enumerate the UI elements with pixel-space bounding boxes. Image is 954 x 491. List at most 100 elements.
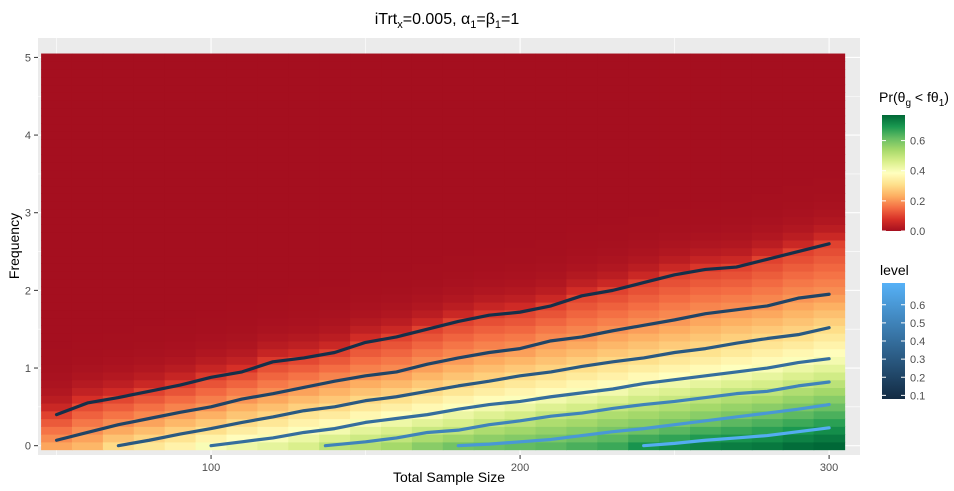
heatmap-tile bbox=[751, 53, 784, 62]
heatmap-tile bbox=[782, 410, 815, 420]
heatmap-tile bbox=[659, 100, 691, 109]
heatmap-tile bbox=[319, 379, 351, 389]
heatmap-tile bbox=[71, 333, 104, 342]
heatmap-tile bbox=[102, 364, 135, 373]
heatmap-tile bbox=[195, 146, 228, 156]
heatmap-tile bbox=[288, 76, 320, 86]
heatmap-tile bbox=[659, 309, 691, 319]
heatmap-tile bbox=[813, 170, 846, 179]
heatmap-tile bbox=[195, 302, 228, 311]
heatmap-tile bbox=[504, 348, 537, 357]
heatmap-tile bbox=[381, 224, 413, 233]
heatmap-tile bbox=[813, 61, 846, 70]
heatmap-tile bbox=[319, 92, 351, 101]
heatmap-tile bbox=[195, 107, 228, 117]
heatmap-tile bbox=[690, 387, 722, 396]
heatmap-tile bbox=[226, 278, 259, 288]
heatmap-tile bbox=[813, 441, 846, 451]
heatmap-tile bbox=[226, 247, 259, 257]
heatmap-tile bbox=[659, 123, 691, 132]
heatmap-tile bbox=[597, 278, 629, 288]
heatmap-tile bbox=[350, 247, 382, 257]
heatmap-tile bbox=[381, 340, 413, 350]
heatmap-tile bbox=[782, 232, 815, 241]
heatmap-tile bbox=[133, 325, 166, 334]
heatmap-tile bbox=[71, 294, 104, 303]
heatmap-tile bbox=[319, 247, 351, 257]
heatmap-tile bbox=[535, 162, 568, 171]
heatmap-tile bbox=[164, 177, 197, 187]
heatmap-tile bbox=[813, 294, 846, 303]
heatmap-tile bbox=[226, 76, 259, 86]
x-tick-label: 300 bbox=[820, 462, 838, 474]
heatmap-tile bbox=[782, 100, 815, 109]
heatmap-tile bbox=[71, 441, 104, 451]
heatmap-tile bbox=[71, 270, 104, 280]
heatmap-tile bbox=[813, 201, 846, 210]
heatmap-tile bbox=[381, 387, 413, 396]
heatmap-tile bbox=[319, 395, 351, 404]
heatmap-tile bbox=[350, 131, 382, 140]
heatmap-tile bbox=[41, 185, 73, 194]
heatmap-tile bbox=[628, 138, 660, 148]
heatmap-tile bbox=[195, 286, 228, 295]
heatmap-tile bbox=[442, 193, 475, 202]
heatmap-tile bbox=[535, 340, 568, 350]
heatmap-tile bbox=[628, 418, 660, 427]
heatmap-tile bbox=[628, 286, 660, 295]
heatmap-tile bbox=[690, 418, 722, 427]
heatmap-tile bbox=[566, 286, 598, 295]
heatmap-tile bbox=[504, 170, 537, 179]
heatmap-tile bbox=[782, 131, 815, 140]
heatmap-tile bbox=[813, 434, 846, 443]
heatmap-tile bbox=[597, 123, 629, 132]
heatmap-tile bbox=[442, 270, 475, 280]
heatmap-tile bbox=[504, 247, 537, 257]
heatmap-tile bbox=[535, 418, 568, 427]
heatmap-tile bbox=[628, 162, 660, 171]
heatmap-tile bbox=[41, 131, 73, 140]
heatmap-tile bbox=[473, 426, 506, 435]
heatmap-tile bbox=[690, 294, 722, 303]
heatmap-tile bbox=[133, 138, 166, 148]
heatmap-tile bbox=[164, 418, 197, 427]
heatmap-tile bbox=[504, 278, 537, 288]
heatmap-tile bbox=[164, 115, 197, 125]
heatmap-tile bbox=[319, 309, 351, 319]
heatmap-tile bbox=[659, 84, 691, 93]
heatmap-tile bbox=[566, 441, 598, 451]
heatmap-tile bbox=[164, 270, 197, 280]
heatmap-tile bbox=[473, 294, 506, 303]
heatmap-tile bbox=[133, 263, 166, 272]
heatmap-tile bbox=[442, 84, 475, 93]
heatmap-tile bbox=[720, 232, 753, 241]
heatmap-tile bbox=[535, 84, 568, 93]
heatmap-tile bbox=[535, 208, 568, 218]
heatmap-tile bbox=[659, 61, 691, 70]
heatmap-tile bbox=[782, 92, 815, 101]
heatmap-tile bbox=[659, 154, 691, 163]
heatmap-tile bbox=[133, 255, 166, 264]
heatmap-tile bbox=[659, 193, 691, 202]
heatmap-tile bbox=[411, 278, 444, 288]
heatmap-tile bbox=[71, 115, 104, 125]
heatmap-tile bbox=[411, 309, 444, 319]
heatmap-tile bbox=[751, 247, 784, 257]
heatmap-tile bbox=[257, 239, 289, 249]
heatmap-tile bbox=[659, 294, 691, 303]
heatmap-tile bbox=[102, 333, 135, 342]
heatmap-tile bbox=[659, 340, 691, 350]
heatmap-tile bbox=[350, 100, 382, 109]
heatmap-tile bbox=[442, 115, 475, 125]
heatmap-tile bbox=[442, 208, 475, 218]
heatmap-tile bbox=[473, 69, 506, 78]
heatmap-tile bbox=[597, 107, 629, 117]
heatmap-tile bbox=[288, 325, 320, 334]
heatmap-tile bbox=[597, 53, 629, 62]
heatmap-tile bbox=[41, 92, 73, 101]
heatmap-tile bbox=[288, 131, 320, 140]
heatmap-tile bbox=[782, 286, 815, 295]
heatmap-tile bbox=[690, 53, 722, 62]
heatmap-tile bbox=[690, 333, 722, 342]
heatmap-tile bbox=[628, 356, 660, 365]
